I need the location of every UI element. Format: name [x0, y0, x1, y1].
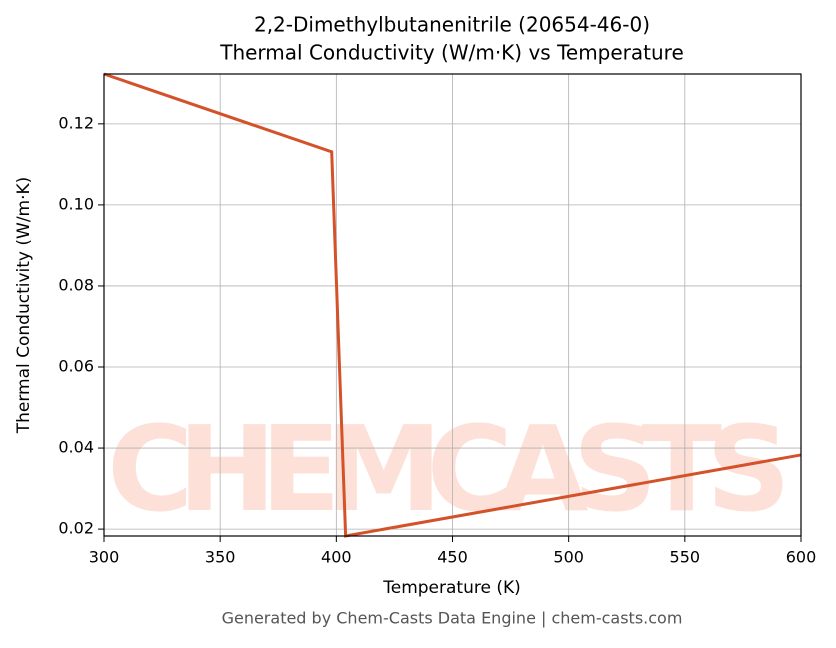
- footer: Generated by Chem-Casts Data Engine | ch…: [222, 609, 683, 628]
- chart-title: 2,2-Dimethylbutanenitrile (20654-46-0): [254, 13, 650, 37]
- y-axis-label: Thermal Conductivity (W/m·K): [14, 177, 34, 435]
- x-tick-label: 350: [205, 548, 236, 567]
- x-tick-label: 300: [89, 548, 120, 567]
- x-tick-label: 600: [786, 548, 817, 567]
- x-axis-label: Temperature (K): [382, 578, 521, 598]
- y-tick-label: 0.02: [58, 519, 94, 538]
- x-tick-label: 500: [553, 548, 584, 567]
- chart-subtitle: Thermal Conductivity (W/m·K) vs Temperat…: [219, 41, 684, 65]
- plot-frame: [103, 73, 802, 537]
- watermark: CHEMCASTS: [107, 400, 797, 538]
- y-tick-label: 0.06: [58, 357, 94, 376]
- y-tick-label: 0.08: [58, 275, 94, 294]
- data-line: [103, 72, 802, 538]
- x-tick-label: 450: [437, 548, 468, 567]
- y-tick-label: 0.10: [58, 194, 94, 213]
- y-tick-label: 0.12: [58, 113, 94, 132]
- y-tick-label: 0.04: [58, 438, 94, 457]
- x-tick-label: 400: [321, 548, 352, 567]
- x-tick-label: 550: [670, 548, 701, 567]
